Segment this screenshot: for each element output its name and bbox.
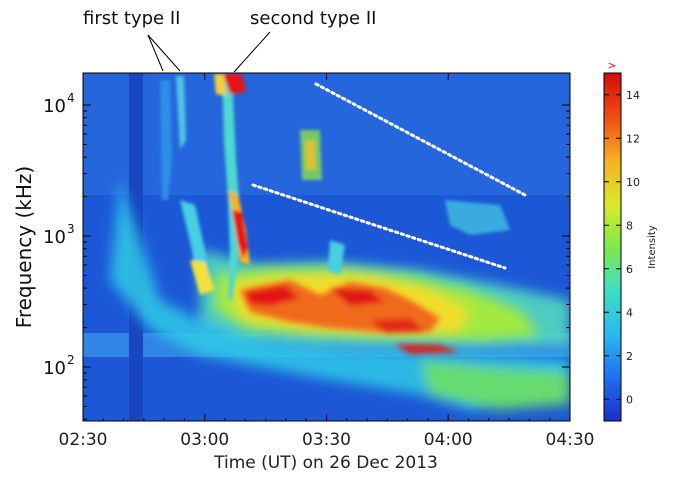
- lower-guide-line: [251, 183, 507, 270]
- colorbar-tick-label: 8: [626, 219, 633, 232]
- annotation-pointer-1b: [147, 34, 181, 72]
- y-tick-label: 10: [43, 358, 66, 379]
- x-axis: 02:30 03:00 03:30 04:00 04:30: [59, 73, 595, 450]
- upper-guide-line: [314, 82, 527, 197]
- colorbar-overflow-marker: >: [607, 59, 616, 72]
- colorbar-axis: 0 2 4 6 8 10 12 14: [604, 89, 640, 406]
- x-tick-label: 03:00: [180, 430, 229, 450]
- annotation-pointer-1a: [147, 34, 164, 72]
- x-tick-label: 03:30: [302, 430, 351, 450]
- x-axis-label: Time (UT) on 26 Dec 2013: [213, 453, 438, 473]
- spectrogram-image: [83, 73, 570, 421]
- y-tick-label: 10: [43, 227, 66, 248]
- colorbar-tick-label: 14: [626, 89, 640, 102]
- y-tick-exponent: 4: [67, 91, 75, 105]
- annotation-second-type-ii: second type II: [250, 8, 376, 29]
- x-tick-label: 04:30: [546, 430, 595, 450]
- colorbar-label: Intensity: [647, 225, 658, 269]
- annotation-pointer-2: [233, 31, 271, 73]
- colorbar-tick-label: 2: [626, 350, 633, 363]
- colorbar-tick-label: 0: [626, 393, 633, 406]
- y-tick-exponent: 3: [67, 222, 75, 236]
- colorbar: [603, 72, 622, 422]
- x-tick-label: 02:30: [59, 430, 108, 450]
- colorbar-tick-label: 10: [626, 176, 640, 189]
- colorbar-tick-label: 4: [626, 306, 633, 319]
- annotation-first-type-ii: first type II: [83, 8, 180, 29]
- colorbar-tick-label: 12: [626, 132, 640, 145]
- y-tick-exponent: 2: [67, 353, 75, 367]
- y-tick-label: 10: [43, 96, 66, 117]
- x-tick-label: 04:00: [424, 430, 473, 450]
- y-axis-label: Frequency (kHz): [12, 166, 36, 328]
- colorbar-tick-label: 6: [626, 263, 633, 276]
